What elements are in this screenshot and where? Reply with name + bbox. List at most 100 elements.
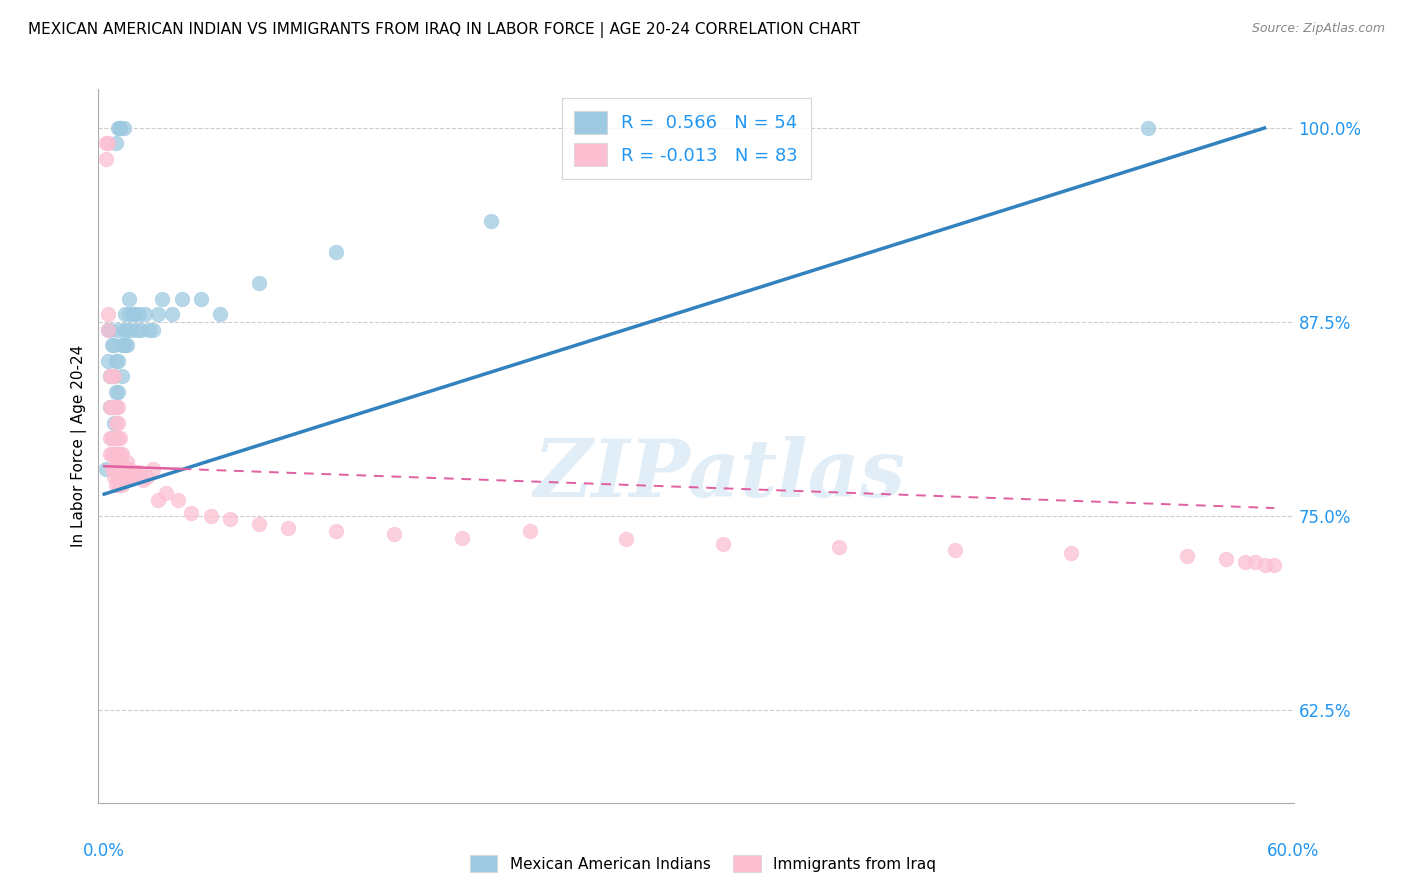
Point <box>180 506 202 520</box>
Point <box>103 470 125 484</box>
Point <box>104 401 127 415</box>
Text: 60.0%: 60.0% <box>1267 842 1320 860</box>
Point <box>107 353 129 368</box>
Point <box>124 307 146 321</box>
Text: Source: ZipAtlas.com: Source: ZipAtlas.com <box>1251 22 1385 36</box>
Point <box>382 527 405 541</box>
Point <box>103 447 125 461</box>
Point <box>135 470 157 484</box>
Point <box>114 338 136 352</box>
Point <box>117 454 139 468</box>
Point <box>118 470 141 484</box>
Point <box>112 323 135 337</box>
Point <box>160 307 183 321</box>
Point <box>112 120 135 135</box>
Point <box>122 307 145 321</box>
Legend: R =  0.566   N = 54, R = -0.013   N = 83: R = 0.566 N = 54, R = -0.013 N = 83 <box>561 98 810 179</box>
Point <box>190 292 212 306</box>
Point <box>104 477 127 491</box>
Point <box>117 338 139 352</box>
Point <box>828 540 851 554</box>
Point <box>104 136 127 151</box>
Point <box>114 466 136 480</box>
Point <box>97 353 120 368</box>
Point <box>200 508 222 523</box>
Point <box>98 431 121 445</box>
Point <box>132 473 155 487</box>
Point <box>129 323 152 337</box>
Point <box>96 462 118 476</box>
Point <box>98 447 121 461</box>
Point <box>101 369 124 384</box>
Point <box>108 477 131 491</box>
Point <box>107 384 129 399</box>
Point <box>107 431 129 445</box>
Point <box>97 323 120 337</box>
Point <box>451 531 474 545</box>
Point <box>108 120 131 135</box>
Point <box>112 462 135 476</box>
Legend: Mexican American Indians, Immigrants from Iraq: Mexican American Indians, Immigrants fro… <box>463 847 943 880</box>
Point <box>127 323 149 337</box>
Point <box>108 454 131 468</box>
Point <box>112 338 135 352</box>
Point <box>98 401 121 415</box>
Point <box>96 152 118 166</box>
Point <box>325 245 347 260</box>
Point <box>120 323 142 337</box>
Point <box>103 369 125 384</box>
Point <box>97 136 120 151</box>
Point <box>103 462 125 476</box>
Point <box>108 466 131 480</box>
Point <box>108 120 131 135</box>
Point <box>104 384 127 399</box>
Point <box>101 462 124 476</box>
Point <box>101 431 124 445</box>
Point <box>114 307 136 321</box>
Point <box>129 470 152 484</box>
Point <box>247 276 270 290</box>
Point <box>101 431 124 445</box>
Point <box>943 543 966 558</box>
Point <box>1175 549 1198 563</box>
Text: ZIPatlas: ZIPatlas <box>534 436 905 513</box>
Point <box>1137 120 1160 135</box>
Point <box>107 323 129 337</box>
Point <box>277 521 299 535</box>
Point <box>1060 546 1083 560</box>
Point <box>142 323 165 337</box>
Point <box>104 353 127 368</box>
Point <box>104 462 127 476</box>
Point <box>128 307 150 321</box>
Point <box>107 401 129 415</box>
Point <box>111 458 134 472</box>
Point <box>148 493 170 508</box>
Point <box>103 416 125 430</box>
Point <box>107 447 129 461</box>
Point <box>711 537 734 551</box>
Point <box>101 401 124 415</box>
Point <box>1243 555 1265 569</box>
Point <box>148 307 170 321</box>
Text: 0.0%: 0.0% <box>83 842 125 860</box>
Point <box>117 470 139 484</box>
Point <box>107 470 129 484</box>
Point <box>118 307 141 321</box>
Point <box>111 369 134 384</box>
Point <box>107 477 129 491</box>
Point <box>150 292 173 306</box>
Point <box>117 323 139 337</box>
Point <box>104 447 127 461</box>
Point <box>122 470 145 484</box>
Point <box>247 516 270 531</box>
Point <box>127 470 149 484</box>
Point <box>101 338 124 352</box>
Point <box>142 462 165 476</box>
Y-axis label: In Labor Force | Age 20-24: In Labor Force | Age 20-24 <box>72 345 87 547</box>
Point <box>166 493 188 508</box>
Point <box>1263 558 1285 573</box>
Point <box>107 416 129 430</box>
Point <box>1253 558 1275 573</box>
Point <box>104 431 127 445</box>
Point <box>117 462 139 476</box>
